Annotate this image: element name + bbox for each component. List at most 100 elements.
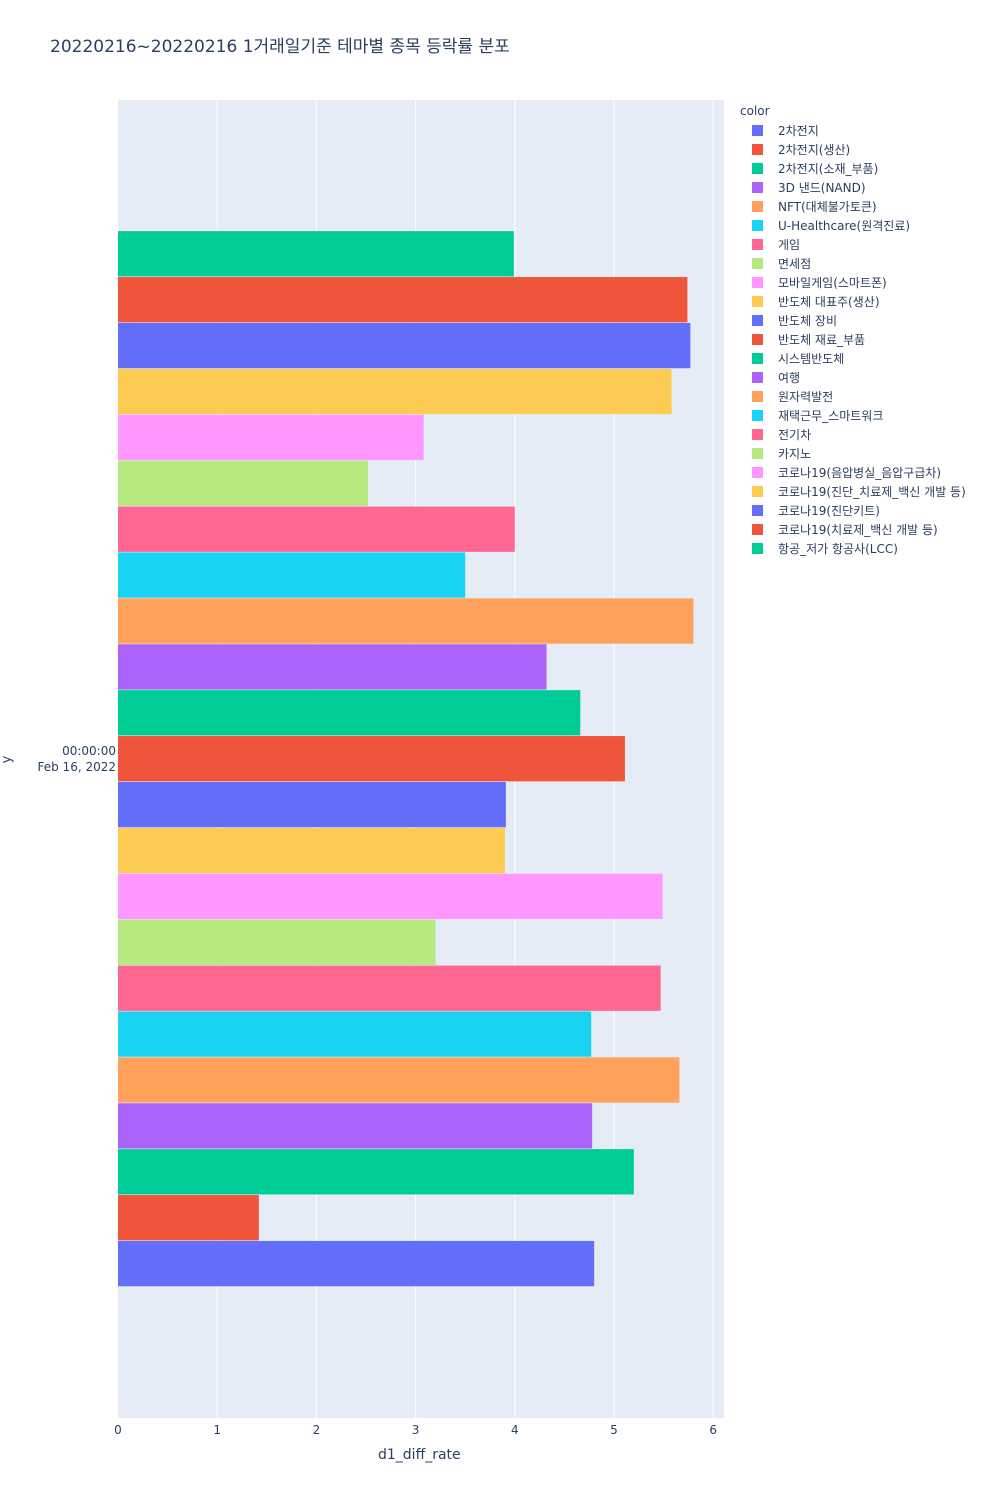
legend-item[interactable]: U-Healthcare(원격진료) xyxy=(740,216,966,235)
legend-swatch xyxy=(752,353,763,364)
legend-label: U-Healthcare(원격진료) xyxy=(778,219,911,233)
legend-swatch xyxy=(752,505,763,516)
legend-swatch xyxy=(752,125,763,136)
legend-swatch xyxy=(752,448,763,459)
legend-item[interactable]: 2차전지(생산) xyxy=(740,140,966,159)
x-tick-label: 4 xyxy=(511,1423,519,1437)
legend-label: 코로나19(진단_치료제_백신 개발 등) xyxy=(778,485,966,499)
bar[interactable] xyxy=(118,506,515,552)
legend-label: 면세점 xyxy=(778,257,812,271)
legend-item[interactable]: 게임 xyxy=(740,235,966,254)
legend-swatch xyxy=(752,410,763,421)
bar[interactable] xyxy=(118,231,514,277)
bar[interactable] xyxy=(118,965,661,1011)
legend-label: NFT(대체불가토큰) xyxy=(778,200,877,214)
y-tick-date: Feb 16, 2022 xyxy=(37,760,117,774)
x-tick-label: 6 xyxy=(709,1423,717,1437)
legend-swatch xyxy=(752,258,763,269)
legend-swatch xyxy=(752,277,763,288)
bar[interactable] xyxy=(118,414,424,461)
y-axis-title: y xyxy=(0,755,15,764)
legend-swatch xyxy=(752,220,763,231)
bar[interactable] xyxy=(118,277,688,323)
legend-item[interactable]: 반도체 재료_부품 xyxy=(740,330,966,349)
legend-swatch xyxy=(752,543,763,554)
legend-label: 코로나19(음압병실_음압구급차) xyxy=(778,466,942,480)
legend-label: 반도체 재료_부품 xyxy=(778,333,866,347)
legend-swatch xyxy=(752,239,763,250)
legend-swatch xyxy=(752,467,763,478)
bar[interactable] xyxy=(118,827,505,874)
x-tick-label: 3 xyxy=(412,1423,420,1437)
legend-item[interactable]: 항공_저가 항공사(LCC) xyxy=(740,539,966,558)
legend-label: 2차전지 xyxy=(778,124,819,138)
legend-item[interactable]: 코로나19(치료제_백신 개발 등) xyxy=(740,520,966,539)
legend-item[interactable]: 여행 xyxy=(740,368,966,387)
legend-item[interactable]: 전기차 xyxy=(740,425,966,444)
bar[interactable] xyxy=(118,322,691,369)
legend-label: 여행 xyxy=(778,371,801,385)
x-axis-title: d1_diff_rate xyxy=(378,1447,461,1463)
legend-label: 3D 낸드(NAND) xyxy=(778,181,866,195)
bar[interactable] xyxy=(118,1149,634,1195)
y-tick-time: 00:00:00 xyxy=(62,744,116,758)
bars xyxy=(118,231,694,1287)
legend-item[interactable]: 코로나19(진단_치료제_백신 개발 등) xyxy=(740,482,966,501)
legend-item[interactable]: 카지노 xyxy=(740,444,966,463)
legend-item[interactable]: 코로나19(음압병실_음압구급차) xyxy=(740,463,966,482)
bar[interactable] xyxy=(118,736,625,782)
x-tick-label: 5 xyxy=(610,1423,618,1437)
legend-label: 코로나19(진단키트) xyxy=(778,504,880,518)
bar[interactable] xyxy=(118,690,581,736)
legend-item[interactable]: 시스템반도체 xyxy=(740,349,966,368)
legend-swatch xyxy=(752,524,763,535)
legend-item[interactable]: 반도체 장비 xyxy=(740,311,966,330)
legend-item[interactable]: NFT(대체불가토큰) xyxy=(740,197,966,216)
legend-item[interactable]: 원자력발전 xyxy=(740,387,966,406)
legend-item[interactable]: 3D 낸드(NAND) xyxy=(740,178,966,197)
legend: color 2차전지 2차전지(생산) 2차전지(소재_부품) 3D 낸드(NAND)… xyxy=(740,104,966,558)
bar[interactable] xyxy=(118,460,368,506)
legend-swatch xyxy=(752,315,763,326)
bar[interactable] xyxy=(118,919,436,965)
x-tick-label: 1 xyxy=(213,1423,221,1437)
legend-label: 반도체 장비 xyxy=(778,314,838,328)
legend-swatch xyxy=(752,486,763,497)
legend-swatch xyxy=(752,429,763,440)
x-tick-label: 2 xyxy=(313,1423,321,1437)
legend-label: 반도체 대표주(생산) xyxy=(778,295,880,309)
legend-item[interactable]: 2차전지 xyxy=(740,121,966,140)
legend-label: 전기차 xyxy=(778,428,812,442)
bar[interactable] xyxy=(118,1195,259,1241)
legend-swatch xyxy=(752,201,763,212)
chart-title: 20220216~20220216 1거래일기준 테마별 종목 등락률 분포 xyxy=(50,37,510,57)
bar[interactable] xyxy=(118,1240,595,1287)
legend-swatch xyxy=(752,372,763,383)
bar[interactable] xyxy=(118,781,506,828)
bar[interactable] xyxy=(118,873,663,920)
bar[interactable] xyxy=(118,1011,592,1057)
bar[interactable] xyxy=(118,1103,593,1149)
bar[interactable] xyxy=(118,598,694,644)
legend-item[interactable]: 2차전지(소재_부품) xyxy=(740,159,966,178)
legend-swatch xyxy=(752,182,763,193)
legend-item[interactable]: 재택근무_스마트워크 xyxy=(740,406,966,425)
legend-label: 모바일게임(스마트폰) xyxy=(778,276,887,290)
legend-swatch xyxy=(752,334,763,345)
legend-item[interactable]: 모바일게임(스마트폰) xyxy=(740,273,966,292)
bar[interactable] xyxy=(118,644,547,690)
legend-label: 재택근무_스마트워크 xyxy=(778,409,884,423)
legend-label: 원자력발전 xyxy=(778,390,834,404)
legend-swatch xyxy=(752,144,763,155)
legend-item[interactable]: 코로나19(진단키트) xyxy=(740,501,966,520)
legend-label: 항공_저가 항공사(LCC) xyxy=(778,542,898,556)
legend-item[interactable]: 반도체 대표주(생산) xyxy=(740,292,966,311)
bar[interactable] xyxy=(118,368,672,415)
legend-items: 2차전지 2차전지(생산) 2차전지(소재_부품) 3D 낸드(NAND) NFT(대체… xyxy=(740,121,966,558)
legend-label: 2차전지(생산) xyxy=(778,143,851,157)
bar[interactable] xyxy=(118,1057,680,1103)
legend-item[interactable]: 면세점 xyxy=(740,254,966,273)
legend-label: 게임 xyxy=(778,238,801,252)
bar[interactable] xyxy=(118,552,466,598)
